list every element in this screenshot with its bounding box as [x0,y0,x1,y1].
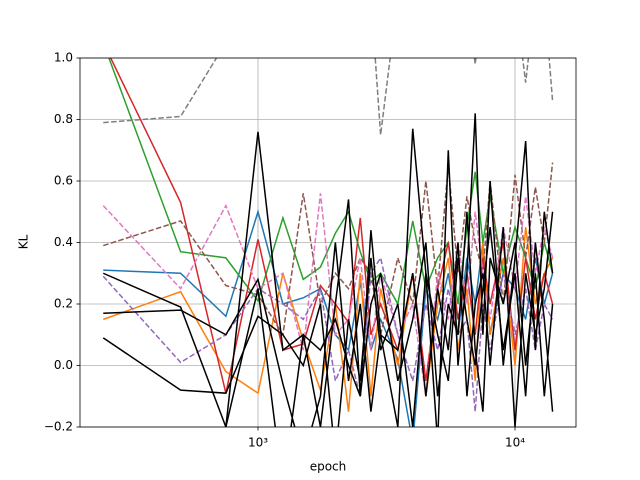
data-line [108,58,554,307]
x-tick-label: 10⁴ [505,436,525,450]
data-line [103,211,554,427]
y-axis-label: KL [17,234,31,249]
y-tick-label: 0.0 [54,358,73,372]
y-tick-label: 0.4 [54,235,73,249]
data-line [102,255,554,412]
plot-area [102,58,554,427]
data-line [109,58,554,394]
x-axis-label: epoch [310,460,347,474]
data-line [103,58,554,135]
x-tick-label: 10³ [248,436,268,450]
y-tick-label: 0.2 [54,297,73,311]
y-tick-label: 0.6 [54,174,73,188]
data-line [223,211,554,427]
data-line [103,162,554,337]
y-tick-label: 1.0 [54,51,73,65]
data-line [102,227,554,427]
data-line [103,209,554,427]
y-tick-label: 0.8 [54,112,73,126]
y-tick-label: −0.2 [44,420,73,434]
data-line [102,193,554,397]
